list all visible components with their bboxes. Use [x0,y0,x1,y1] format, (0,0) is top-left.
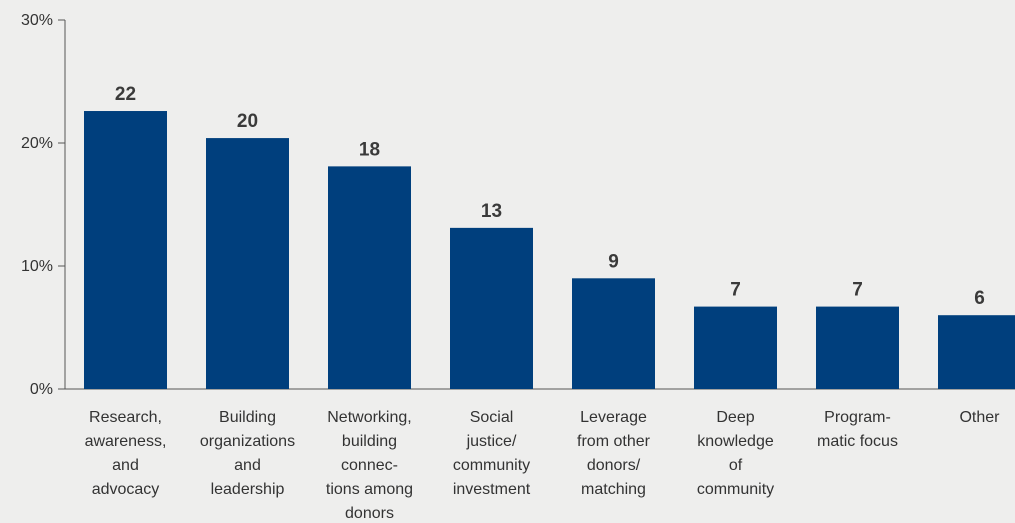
bar [450,227,533,389]
y-tick-label: 0% [30,381,53,398]
bars [84,111,1015,390]
category-label: Networking, building connec-tions among don… [326,409,413,522]
bar [816,306,899,389]
bar-value-label: 7 [852,280,863,301]
bar-value-label: 22 [115,84,136,105]
category-label: Building organizations and leadership [200,409,295,498]
bar [328,166,411,389]
bar-value-label: 20 [237,111,258,132]
category-label: Social justice/community investment [453,409,531,498]
category-label: Research, awareness, and advocacy [85,409,167,498]
y-tick-label: 10% [21,258,53,275]
bar [206,138,289,389]
bar-value-label: 13 [481,201,502,222]
category-label: Program-matic focus [817,409,898,450]
category-label: Other [959,409,1000,426]
value-labels: 22 20 18 13 9 7 7 6 [115,84,985,309]
bar-value-label: 18 [359,139,380,160]
bar-value-label: 6 [974,288,985,309]
category-labels: Research, awareness, and advocacy Building or… [85,409,1001,522]
category-label: Deep knowledge of community [697,409,774,498]
y-tick-label: 30% [21,12,53,29]
bar [84,111,167,390]
bar-value-label: 9 [608,251,619,272]
bar [938,315,1015,389]
y-tick-label: 20% [21,135,53,152]
bar [694,306,777,389]
category-label: Leverage from other donors/matching [577,409,651,498]
bar-value-label: 7 [730,280,741,301]
bar [572,278,655,389]
